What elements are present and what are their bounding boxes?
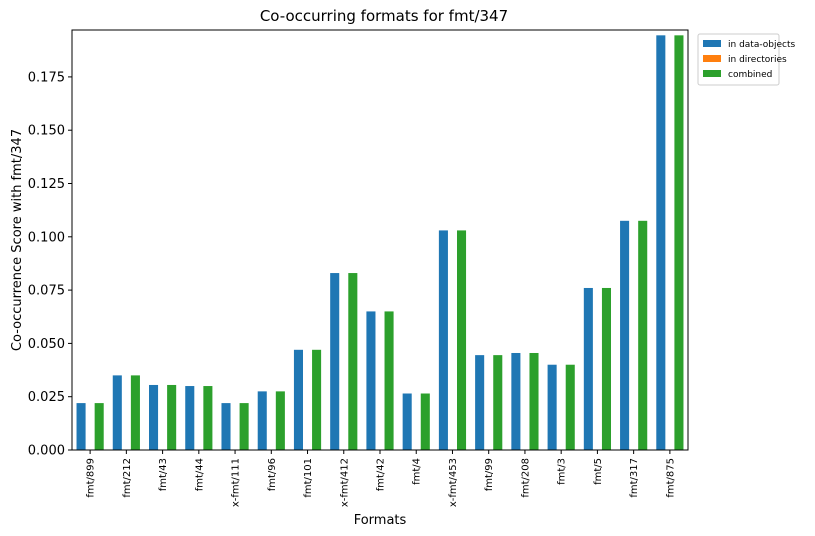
legend-swatch bbox=[703, 55, 721, 62]
x-tick-label: x-fmt/453 bbox=[448, 458, 459, 507]
chart-title: Co-occurring formats for fmt/347 bbox=[260, 7, 508, 25]
bar-combined-fmt/317 bbox=[638, 220, 648, 450]
x-tick-label: fmt/875 bbox=[665, 458, 676, 498]
bar-in-data-objects-fmt/3 bbox=[547, 364, 557, 450]
legend-label: in directories bbox=[728, 55, 787, 65]
legend-swatch bbox=[703, 70, 721, 77]
bar-combined-fmt/208 bbox=[529, 352, 539, 450]
bar-combined-x-fmt/412 bbox=[348, 273, 358, 450]
y-tick-label: 0.000 bbox=[28, 444, 65, 459]
bar-in-data-objects-fmt/4 bbox=[402, 393, 412, 450]
bars-group bbox=[76, 35, 684, 450]
x-tick-label: fmt/212 bbox=[122, 458, 133, 498]
bar-combined-fmt/42 bbox=[384, 311, 394, 450]
bar-in-data-objects-fmt/43 bbox=[149, 384, 159, 450]
x-tick-label: fmt/44 bbox=[194, 458, 205, 491]
x-tick-label: fmt/42 bbox=[376, 458, 387, 491]
bar-combined-fmt/212 bbox=[130, 375, 140, 450]
y-axis-label: Co-occurrence Score with fmt/347 bbox=[10, 129, 25, 351]
y-tick-label: 0.150 bbox=[28, 124, 65, 139]
bar-combined-x-fmt/111 bbox=[239, 403, 249, 450]
x-tick-label: fmt/899 bbox=[86, 458, 97, 498]
x-tick-label: fmt/4 bbox=[412, 458, 423, 485]
bar-combined-fmt/4 bbox=[420, 393, 430, 450]
bar-combined-fmt/3 bbox=[565, 364, 575, 450]
legend: in data-objects in directories combined bbox=[697, 33, 795, 86]
y-tick-label: 0.025 bbox=[28, 390, 65, 405]
bar-in-data-objects-fmt/96 bbox=[257, 391, 267, 450]
x-tick-label: fmt/5 bbox=[593, 458, 604, 485]
bar-in-data-objects-fmt/317 bbox=[620, 220, 630, 450]
bar-in-data-objects-fmt/42 bbox=[366, 311, 376, 450]
bar-combined-fmt/5 bbox=[601, 287, 611, 450]
bar-combined-x-fmt/453 bbox=[457, 230, 467, 450]
x-axis-label: Formats bbox=[354, 513, 407, 528]
bar-combined-fmt/96 bbox=[275, 391, 285, 450]
bar-in-data-objects-fmt/101 bbox=[293, 349, 303, 450]
y-tick-label: 0.175 bbox=[28, 70, 65, 85]
bar-in-data-objects-x-fmt/412 bbox=[330, 273, 340, 450]
bar-in-data-objects-fmt/208 bbox=[511, 352, 521, 450]
y-tick-label: 0.100 bbox=[28, 230, 65, 245]
y-tick-label: 0.125 bbox=[28, 177, 65, 192]
bar-combined-fmt/44 bbox=[203, 386, 213, 450]
bar-in-data-objects-fmt/44 bbox=[185, 386, 195, 450]
bar-in-data-objects-fmt/875 bbox=[656, 35, 666, 450]
legend-label: combined bbox=[728, 70, 772, 80]
bar-in-data-objects-fmt/899 bbox=[76, 403, 86, 450]
x-tick-label: x-fmt/111 bbox=[231, 458, 242, 507]
bar-in-data-objects-fmt/99 bbox=[475, 355, 485, 450]
x-tick-label: fmt/3 bbox=[557, 458, 568, 485]
x-tick-label: fmt/96 bbox=[267, 458, 278, 491]
bar-combined-fmt/875 bbox=[674, 35, 684, 450]
x-tick-label: fmt/43 bbox=[158, 458, 169, 491]
bar-in-data-objects-x-fmt/453 bbox=[438, 230, 448, 450]
bar-in-data-objects-x-fmt/111 bbox=[221, 403, 231, 450]
plot-frame bbox=[71, 29, 689, 451]
x-tick-label: fmt/317 bbox=[629, 458, 640, 498]
x-tick-label: x-fmt/412 bbox=[339, 458, 350, 507]
x-tick-label: fmt/101 bbox=[303, 458, 314, 498]
bar-combined-fmt/43 bbox=[167, 384, 177, 450]
legend-label: in data-objects bbox=[728, 40, 795, 50]
y-axis: 0.000 0.025 0.050 0.075 0.100 0.125 0.150 0.175 bbox=[28, 70, 72, 459]
legend-swatch bbox=[703, 40, 721, 47]
bar-combined-fmt/899 bbox=[94, 403, 104, 450]
y-tick-label: 0.050 bbox=[28, 337, 65, 352]
bar-in-data-objects-fmt/212 bbox=[112, 375, 122, 450]
bar-in-data-objects-fmt/5 bbox=[583, 287, 593, 450]
bar-combined-fmt/101 bbox=[312, 349, 322, 450]
x-tick-label: fmt/208 bbox=[520, 458, 531, 498]
x-tick-label: fmt/99 bbox=[484, 458, 495, 491]
x-axis: fmt/899 fmt/212 fmt/43 fmt/44 x-fmt/111 fmt/9… bbox=[86, 450, 676, 507]
y-tick-label: 0.075 bbox=[28, 284, 65, 299]
bar-combined-fmt/99 bbox=[493, 355, 503, 450]
